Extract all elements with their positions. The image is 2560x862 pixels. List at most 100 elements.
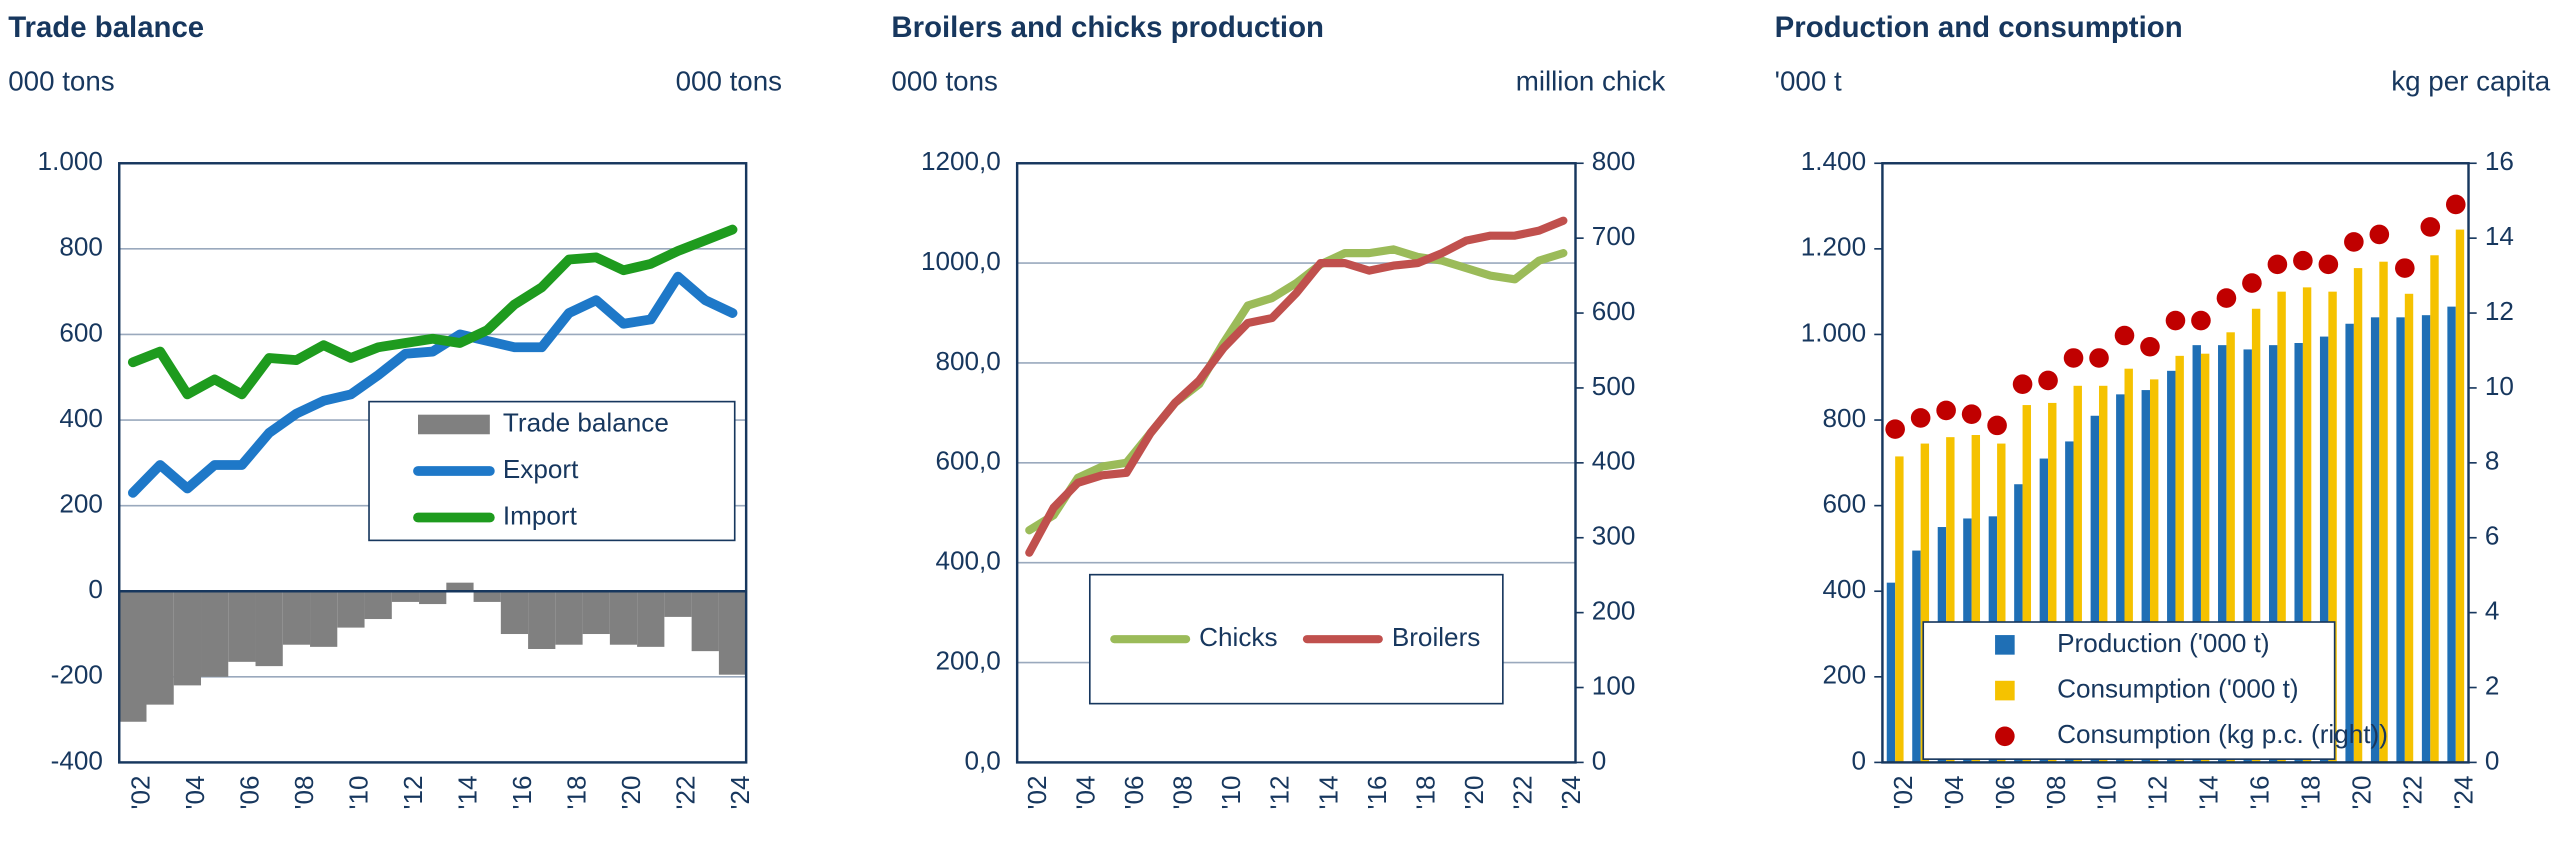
x-tick-label: '12 [1265, 775, 1295, 809]
x-tick-label: '12 [398, 775, 428, 809]
y-tick-label: 0 [88, 574, 103, 604]
bar [2294, 343, 2303, 763]
y2-axis-label: kg per capita [2391, 66, 2550, 97]
dot [2140, 336, 2160, 357]
dot [1936, 400, 1956, 421]
x-tick-label: '16 [1362, 775, 1392, 809]
y2-axis-label: million chick [1516, 66, 1666, 97]
dot [2420, 217, 2441, 237]
y2-tick-label: 700 [1592, 221, 1636, 251]
bar [2396, 317, 2405, 763]
x-tick-label: '10 [344, 775, 374, 809]
y-tick-label: 1200,0 [921, 146, 1001, 176]
y2-tick-label: 8 [2485, 446, 2500, 476]
x-tick-label: '22 [1508, 775, 1538, 809]
x-tick-label: '14 [453, 775, 483, 809]
bar [1971, 435, 1981, 763]
y-tick-label: 0 [1852, 745, 1867, 775]
y-tick-label: 1000,0 [921, 246, 1001, 276]
legend-swatch [1995, 680, 2015, 701]
x-tick-label: '18 [562, 775, 592, 809]
x-tick-label: '02 [1888, 775, 1918, 809]
dot [2445, 194, 2466, 215]
legend-label: Chicks [1199, 622, 1277, 652]
bar [2218, 345, 2227, 763]
x-tick-label: '02 [126, 775, 156, 809]
chart-title: Trade balance [8, 11, 204, 44]
line [1025, 245, 1568, 535]
bar [473, 591, 501, 602]
y2-tick-label: 12 [2485, 296, 2514, 326]
dot [1910, 408, 1931, 428]
legend-label: Import [503, 500, 578, 530]
x-tick-label: '16 [2245, 775, 2275, 809]
chart-title: Broilers and chicks production [891, 11, 1324, 44]
bar [500, 591, 529, 635]
y-tick-label: 400 [1823, 574, 1867, 604]
dot [2063, 348, 2084, 368]
y2-tick-label: 100 [1592, 670, 1636, 700]
y-tick-label: 400,0 [935, 546, 1000, 576]
dot [2318, 254, 2339, 275]
bar [2192, 345, 2201, 763]
bar [2073, 385, 2082, 763]
bar [2277, 291, 2286, 763]
x-tick-label: '04 [1939, 775, 1969, 809]
bar [391, 591, 420, 602]
legend-swatch [1995, 726, 2015, 747]
legend-box [1922, 621, 2336, 760]
bar [2302, 287, 2312, 763]
bar [2149, 379, 2159, 763]
bar [2200, 353, 2210, 763]
bar [146, 591, 174, 705]
dot [2293, 250, 2313, 271]
y-tick-label: 1.400 [1801, 146, 1866, 176]
y-tick-label: 0,0 [965, 745, 1001, 775]
bar [2226, 332, 2235, 763]
y-tick-label: 1.200 [1801, 232, 1866, 262]
bar [2319, 336, 2329, 763]
y2-tick-label: 0 [1592, 745, 1607, 775]
legend-label: Export [503, 454, 579, 484]
legend-label: Broilers [1392, 622, 1481, 652]
x-tick-label: '22 [671, 775, 701, 809]
legend-label: Production ('000 t) [2057, 628, 2270, 658]
bar [282, 591, 311, 645]
bar [2447, 306, 2456, 763]
x-tick-label: '14 [2194, 775, 2224, 809]
bar [201, 591, 229, 677]
y-tick-label: 1.000 [1801, 317, 1866, 347]
legend-label: Trade balance [503, 407, 669, 437]
y-tick-label: 400 [59, 403, 103, 433]
dot [2038, 370, 2058, 391]
y2-tick-label: 4 [2485, 596, 2500, 626]
y2-tick-label: 200 [1592, 596, 1636, 626]
chart-title: Production and consumption [1775, 11, 2183, 44]
bar [2243, 349, 2252, 763]
x-tick-label: '06 [1990, 775, 2020, 809]
line [1025, 216, 1568, 557]
bar [2328, 291, 2337, 763]
bar [310, 591, 338, 647]
bar [255, 591, 283, 667]
y-tick-label: 800 [59, 232, 103, 262]
bar [2345, 323, 2354, 763]
bar [1895, 456, 1904, 763]
line [127, 271, 738, 498]
bar [119, 591, 147, 722]
y-axis-label: '000 t [1775, 66, 1842, 97]
bar [2455, 229, 2465, 763]
bar [173, 591, 202, 686]
x-tick-label: '08 [289, 775, 319, 809]
y-tick-label: 200,0 [935, 645, 1000, 675]
y2-tick-label: 6 [2485, 521, 2500, 551]
y2-tick-label: 0 [2485, 745, 2500, 775]
dot [1987, 415, 2007, 436]
bar [2048, 402, 2057, 763]
y-tick-label: 200 [1823, 660, 1867, 690]
bar [2268, 345, 2278, 763]
plot-border [1015, 162, 1577, 764]
dot [2344, 232, 2364, 252]
